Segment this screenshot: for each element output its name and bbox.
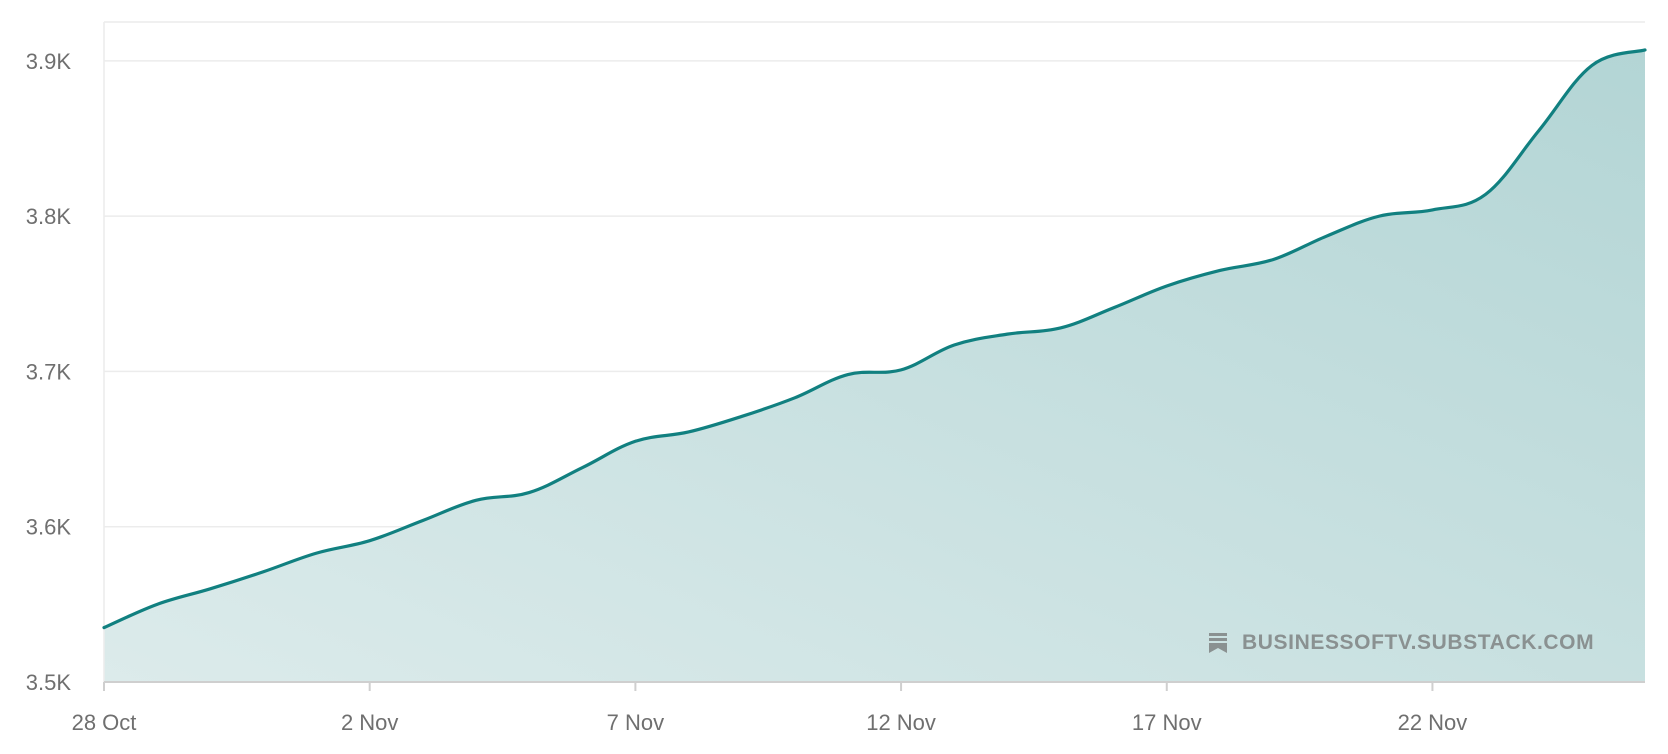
data-point — [101, 625, 107, 631]
data-point — [473, 497, 479, 503]
data-point — [1642, 47, 1648, 53]
data-point — [1483, 191, 1489, 197]
data-point — [1589, 62, 1595, 68]
series-line-layer — [102, 48, 1647, 630]
y-tick-label: 3.9K — [26, 49, 72, 74]
data-point — [792, 395, 798, 401]
x-tick-label: 28 Oct — [72, 710, 137, 735]
data-point — [154, 601, 160, 607]
data-point — [898, 367, 904, 373]
y-tick-label: 3.8K — [26, 204, 72, 229]
x-tick-label: 7 Nov — [607, 710, 664, 735]
area-fill-layer — [104, 49, 1645, 682]
x-tick-label: 22 Nov — [1398, 710, 1468, 735]
x-axis-ticks: 28 Oct 2 Nov 7 Nov 12 Nov 17 Nov 22 Nov — [72, 682, 1468, 735]
data-point — [314, 550, 320, 556]
data-point — [1429, 207, 1435, 213]
watermark: BUSINESSOFTV.SUBSTACK.COM — [1208, 628, 1594, 658]
y-tick-label: 3.7K — [26, 359, 72, 384]
substack-bookmark-icon — [1209, 633, 1227, 653]
data-point — [845, 372, 851, 378]
data-point — [1323, 233, 1329, 239]
data-point — [1536, 128, 1542, 134]
data-point — [686, 429, 692, 435]
data-point — [951, 342, 957, 348]
watermark-text: BUSINESSOFTV.SUBSTACK.COM — [1242, 631, 1595, 654]
axes — [103, 21, 1645, 683]
x-tick-label: 2 Nov — [341, 710, 398, 735]
data-point — [1164, 283, 1170, 289]
data-point — [1057, 325, 1063, 331]
data-point — [1217, 267, 1223, 273]
data-point — [526, 490, 532, 496]
data-point — [260, 569, 266, 575]
area-fill — [104, 49, 1645, 682]
data-point — [1376, 213, 1382, 219]
data-point — [579, 465, 585, 471]
data-point — [632, 438, 638, 444]
y-axis-ticks: 3.5K 3.6K 3.7K 3.8K 3.9K — [26, 49, 72, 695]
x-tick-label: 17 Nov — [1132, 710, 1202, 735]
y-tick-label: 3.5K — [26, 670, 72, 695]
data-point — [367, 538, 373, 544]
x-tick-label: 12 Nov — [866, 710, 936, 735]
y-tick-label: 3.6K — [26, 515, 72, 540]
data-point — [739, 413, 745, 419]
data-point — [1004, 331, 1010, 337]
data-point — [1111, 305, 1117, 311]
data-point — [420, 517, 426, 523]
data-point — [207, 586, 213, 592]
data-point — [1270, 257, 1276, 263]
series-line — [102, 48, 1647, 630]
